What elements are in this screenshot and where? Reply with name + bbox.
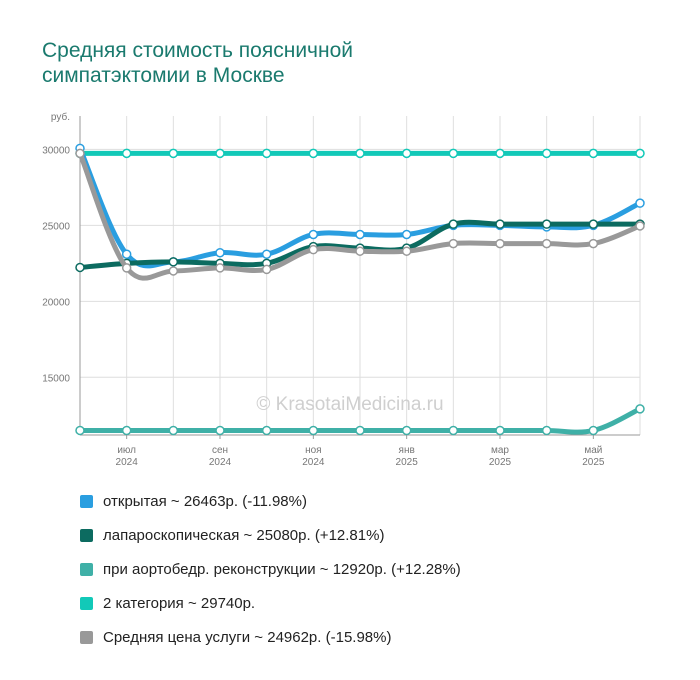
data-point — [448, 425, 459, 436]
legend-swatch — [80, 562, 93, 576]
data-point — [261, 425, 272, 436]
series-1 — [75, 148, 645, 159]
data-point — [168, 266, 179, 276]
data-point — [308, 244, 319, 255]
data-point — [401, 148, 412, 159]
series-5 — [75, 148, 645, 281]
watermark: © KrasotaiMedicina.ru — [256, 394, 443, 415]
data-point — [588, 148, 599, 159]
data-point — [215, 247, 225, 258]
x-tick-month: май — [584, 445, 602, 456]
legend-label: 2 категория ~ 29740р. — [103, 594, 256, 612]
legend-label: лапароскопическая ~ 25080р. (+12.81%) — [103, 526, 385, 544]
data-point — [121, 425, 132, 436]
line-chart: 15000200002500030000руб.июл2024сен2024но… — [42, 111, 645, 468]
series-2 — [75, 404, 645, 436]
legend-label: открытая ~ 26463р. (-11.98%) — [103, 492, 307, 510]
data-point — [355, 246, 365, 256]
data-point — [401, 246, 412, 256]
legend-label: при аортобедр. реконструкции ~ 12920р. (… — [103, 560, 461, 578]
data-point — [75, 262, 85, 273]
x-tick-month: ноя — [305, 445, 322, 456]
x-tick-month: сен — [212, 445, 228, 456]
legend-swatch — [80, 528, 93, 542]
data-point — [121, 249, 132, 259]
data-point — [401, 425, 412, 436]
data-point — [261, 148, 272, 159]
data-point — [308, 425, 319, 436]
data-point — [215, 148, 225, 159]
data-point — [75, 148, 85, 159]
x-tick-year: 2024 — [116, 457, 139, 468]
data-point — [541, 148, 552, 159]
data-point — [448, 238, 459, 249]
y-unit-label: руб. — [51, 111, 70, 123]
data-point — [495, 238, 505, 249]
x-tick-month: мар — [491, 445, 509, 456]
y-tick-label: 20000 — [42, 297, 70, 308]
legend-item: Средняя цена услуги ~ 24962р. (-15.98%) — [80, 620, 461, 654]
data-point — [495, 148, 505, 159]
x-tick-year: 2025 — [489, 457, 512, 468]
x-tick-year: 2025 — [396, 457, 419, 468]
data-point — [355, 148, 365, 159]
chart-legend: открытая ~ 26463р. (-11.98%) лапароскопич… — [80, 484, 461, 654]
data-point — [635, 221, 645, 231]
data-point — [448, 219, 459, 229]
data-point — [168, 257, 179, 267]
x-tick-year: 2024 — [302, 457, 325, 468]
legend-swatch — [80, 494, 93, 508]
data-point — [495, 219, 505, 229]
data-point — [75, 425, 85, 436]
y-tick-label: 30000 — [42, 145, 70, 156]
data-point — [168, 148, 179, 159]
y-tick-label: 15000 — [42, 373, 70, 384]
data-point — [215, 425, 225, 436]
legend-swatch — [80, 596, 93, 610]
data-point — [308, 229, 319, 240]
data-point — [588, 219, 599, 229]
data-point — [261, 264, 272, 275]
data-point — [168, 425, 179, 436]
data-point — [541, 238, 552, 249]
x-tick-month: янв — [399, 445, 415, 456]
data-point — [261, 249, 272, 259]
legend-item: 2 категория ~ 29740р. — [80, 586, 461, 620]
chart-title-line2: симпатэктомии в Москве — [42, 64, 285, 87]
data-point — [541, 219, 552, 229]
data-point — [635, 148, 645, 159]
data-point — [121, 263, 132, 273]
x-tick-year: 2024 — [209, 457, 232, 468]
data-point — [541, 425, 552, 436]
legend-item: при аортобедр. реконструкции ~ 12920р. (… — [80, 552, 461, 586]
data-point — [588, 238, 599, 249]
data-point — [308, 148, 319, 159]
data-point — [355, 425, 365, 436]
legend-label: Средняя цена услуги ~ 24962р. (-15.98%) — [103, 628, 392, 646]
data-point — [401, 229, 412, 240]
data-point — [588, 425, 599, 436]
data-point — [448, 148, 459, 159]
y-tick-label: 25000 — [42, 221, 70, 232]
data-point — [635, 198, 645, 208]
legend-swatch — [80, 630, 93, 644]
chart-title-line1: Средняя стоимость поясничной — [42, 39, 353, 62]
data-point — [215, 263, 225, 273]
data-point — [121, 148, 132, 159]
data-point — [635, 404, 645, 414]
data-point — [355, 229, 365, 240]
legend-item: открытая ~ 26463р. (-11.98%) — [80, 484, 461, 518]
x-tick-month: июл — [117, 445, 136, 456]
grid — [80, 116, 641, 435]
legend-item: лапароскопическая ~ 25080р. (+12.81%) — [80, 518, 461, 552]
data-point — [495, 425, 505, 436]
x-tick-year: 2025 — [582, 457, 605, 468]
chart-title: Средняя стоимость поясничной симпатэктом… — [42, 38, 602, 88]
